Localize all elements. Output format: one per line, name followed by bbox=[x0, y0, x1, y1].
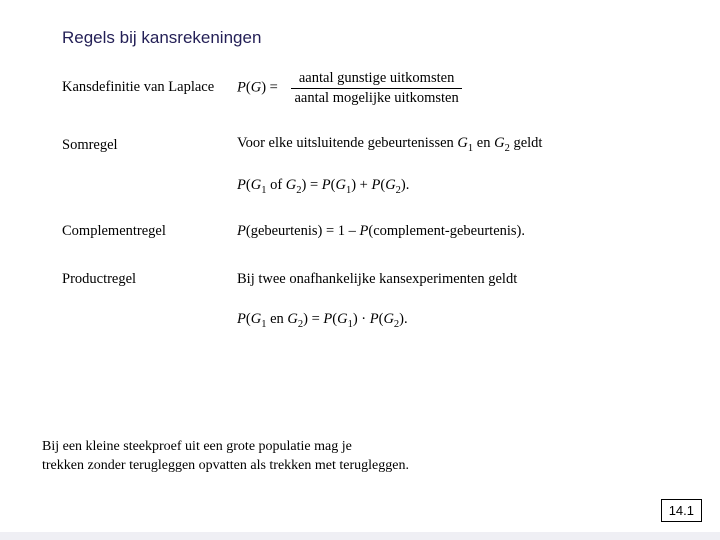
math-g: G bbox=[457, 135, 467, 151]
math-p: P bbox=[370, 311, 379, 327]
fraction-numerator: aantal gunstige uitkomsten bbox=[291, 70, 461, 89]
math-g: G bbox=[251, 311, 261, 327]
math-g: G bbox=[335, 177, 345, 193]
text: ) = bbox=[302, 177, 322, 193]
text: ). bbox=[399, 311, 407, 327]
math-p: P bbox=[322, 177, 331, 193]
rule-somregel-label: Somregel bbox=[62, 136, 237, 156]
text: en bbox=[473, 135, 494, 151]
rule-product: Productregel Bij twee onafhankelijke kan… bbox=[62, 270, 662, 290]
math-p: P bbox=[237, 177, 246, 193]
rule-laplace: Kansdefinitie van Laplace P(G) = aantal … bbox=[62, 70, 662, 106]
math-g: G bbox=[337, 311, 347, 327]
text: (gebeurtenis) = 1 – bbox=[246, 223, 360, 239]
math-p: P bbox=[371, 177, 380, 193]
page-title: Regels bij kansrekeningen bbox=[62, 28, 261, 48]
math-p: P bbox=[323, 311, 332, 327]
text: ) · bbox=[353, 311, 370, 327]
footer-line-2: trekken zonder terugleggen opvatten als … bbox=[42, 457, 409, 476]
rule-laplace-body: P(G) = aantal gunstige uitkomsten aantal… bbox=[237, 70, 662, 106]
text: en bbox=[266, 311, 287, 327]
math-p: P bbox=[237, 311, 246, 327]
rule-complement: Complementregel P(gebeurtenis) = 1 – P(c… bbox=[62, 222, 662, 242]
text: of bbox=[266, 177, 285, 193]
text: geldt bbox=[510, 135, 543, 151]
text: Voor elke uitsluitende gebeurtenissen bbox=[237, 135, 457, 151]
text: ). bbox=[401, 177, 409, 193]
text: ) = bbox=[303, 311, 323, 327]
rule-somregel-body: Voor elke uitsluitende gebeurtenissen G1… bbox=[237, 134, 662, 156]
fraction-denominator: aantal mogelijke uitkomsten bbox=[291, 89, 461, 107]
rule-product-formula: P(G1 en G2) = P(G1) · P(G2). bbox=[237, 310, 662, 332]
math-p: P bbox=[237, 223, 246, 239]
bottom-stripe bbox=[0, 532, 720, 540]
rule-somregel-formula: P(G1 of G2) = P(G1) + P(G2). bbox=[237, 176, 662, 198]
footer-note: Bij een kleine steekproef uit een grote … bbox=[42, 438, 409, 476]
rule-laplace-label: Kansdefinitie van Laplace bbox=[62, 78, 237, 98]
page-number: 14.1 bbox=[661, 499, 702, 522]
rule-somregel: Somregel Voor elke uitsluitende gebeurte… bbox=[62, 134, 662, 156]
math-g: G bbox=[383, 311, 393, 327]
rule-complement-label: Complementregel bbox=[62, 222, 237, 242]
math-p: P bbox=[237, 80, 246, 96]
math-g: G bbox=[286, 177, 296, 193]
math-g: G bbox=[251, 177, 261, 193]
rule-product-body: Bij twee onafhankelijke kansexperimenten… bbox=[237, 270, 662, 290]
math-g: G bbox=[385, 177, 395, 193]
math-close-eq: ) = bbox=[261, 80, 278, 96]
rule-complement-body: P(gebeurtenis) = 1 – P(complement-gebeur… bbox=[237, 222, 662, 242]
content-area: Kansdefinitie van Laplace P(G) = aantal … bbox=[62, 70, 662, 344]
text: ) + bbox=[351, 177, 371, 193]
rule-product-label: Productregel bbox=[62, 270, 237, 290]
text: (complement-gebeurtenis). bbox=[368, 223, 525, 239]
math-g: G bbox=[494, 135, 504, 151]
fraction: aantal gunstige uitkomsten aantal mogeli… bbox=[291, 70, 461, 106]
math-g: G bbox=[287, 311, 297, 327]
footer-line-1: Bij een kleine steekproef uit een grote … bbox=[42, 438, 409, 457]
math-g: G bbox=[251, 80, 261, 96]
